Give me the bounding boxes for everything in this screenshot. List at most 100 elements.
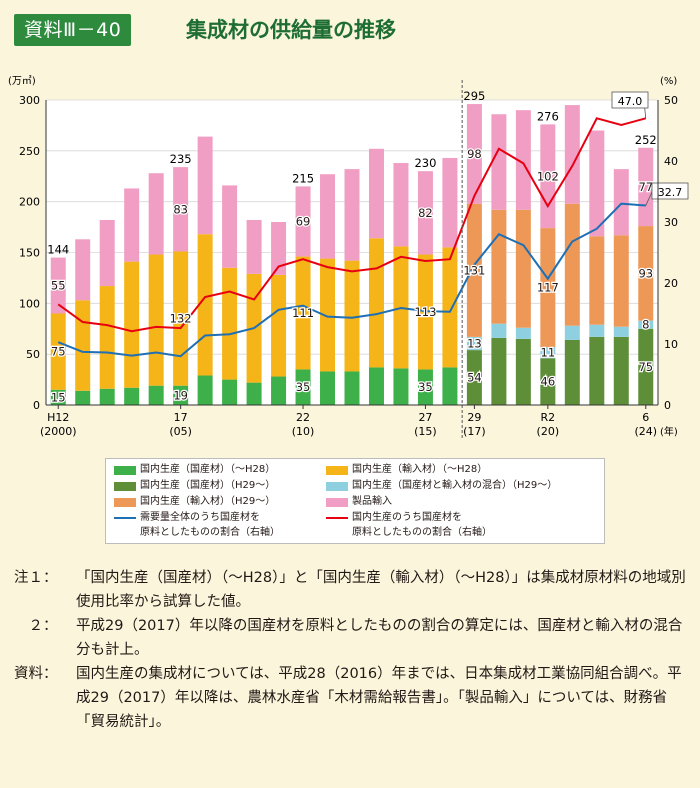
- bar-segment: [564, 325, 580, 340]
- bar-segment: [393, 368, 409, 405]
- bar-segment: [515, 110, 531, 210]
- bar-segment: [491, 323, 507, 338]
- segment-label: 93: [638, 266, 653, 280]
- x-tick-label: 6: [642, 411, 649, 424]
- legend-label-line2: 原料としたものの割合（右軸）: [352, 527, 492, 538]
- segment-label: 46: [541, 375, 556, 389]
- bar-segment: [589, 336, 605, 405]
- x-axis-unit: (年): [660, 425, 678, 438]
- bar-segment: [222, 267, 238, 380]
- y2-tick-label: 10: [664, 338, 678, 351]
- segment-label: 117: [537, 281, 559, 295]
- bar-segment: [540, 347, 556, 359]
- segment-label: 132: [170, 312, 192, 326]
- data-labels: 144 235 215 230 295 276 252 15 75 55 19 132 83 35 111 6…: [47, 89, 689, 406]
- bar-segment: [368, 148, 384, 239]
- bar-segment: [613, 336, 629, 405]
- bar-segment: [173, 385, 189, 405]
- y2-tick-label: 30: [664, 216, 678, 229]
- bar-segment: [442, 367, 458, 405]
- bar-segment: [589, 236, 605, 325]
- note-mark: 注１：: [14, 570, 58, 586]
- legend-color-swatch: [326, 465, 348, 475]
- segment-label: 13: [467, 336, 482, 350]
- x-tick-label: 22: [296, 411, 310, 424]
- total-label: 215: [292, 171, 314, 185]
- total-label: 276: [537, 109, 559, 123]
- segment-label: 75: [638, 360, 653, 374]
- segment-label: 77: [638, 180, 653, 194]
- bar-segment: [295, 369, 311, 405]
- bar-segment: [148, 173, 164, 255]
- note-text: 平成29（2017）年以降の国産材を原料としたものの割合の算定には、国産材と輸入…: [76, 618, 683, 658]
- bar-segment: [124, 261, 140, 388]
- x-tick-label: (24): [634, 425, 657, 438]
- bar-segment: [540, 228, 556, 348]
- legend-item: 国内生産（輸入材）（H29～）: [114, 495, 275, 509]
- y2-tick-label: 0: [664, 399, 671, 412]
- legend-line-swatch: [114, 517, 136, 519]
- legend-label: 国内生産（輸入材）（H29～）: [140, 496, 276, 507]
- bar-segment: [417, 171, 433, 255]
- bar-segment: [613, 326, 629, 337]
- legend-item: 国内生産（国産材と輸入材の混合）（H29～）: [326, 479, 557, 493]
- x-tick-label: R2: [541, 411, 556, 424]
- segment-label: 8: [642, 318, 649, 332]
- y-tick-label: 0: [33, 399, 40, 412]
- bar-segment: [540, 358, 556, 405]
- bar-segment: [638, 147, 654, 227]
- segment-label: 35: [296, 380, 311, 394]
- header: 資料Ⅲ－40 集成材の供給量の推移: [0, 0, 700, 58]
- bar-segment: [124, 188, 140, 262]
- bar-segment: [148, 385, 164, 405]
- total-label: 295: [463, 89, 485, 103]
- bar-stacks: [50, 104, 654, 405]
- end-label-box: [651, 182, 689, 200]
- leader-line: [645, 191, 653, 206]
- bar-segment: [638, 320, 654, 329]
- bar-segment: [589, 130, 605, 237]
- x-tick-label: 17: [174, 411, 188, 424]
- legend-color-swatch: [326, 481, 348, 491]
- bar-segment: [564, 203, 580, 326]
- segment-label: 55: [51, 279, 66, 293]
- segment-label: 102: [537, 169, 559, 183]
- ratio-line: [57, 117, 647, 333]
- legend-item: 国内生産（輸入材）（～H28）: [326, 463, 487, 477]
- legend-color-swatch: [326, 497, 348, 507]
- bar-segment: [148, 254, 164, 386]
- total-label: 235: [170, 152, 192, 166]
- segment-label: 98: [467, 147, 482, 161]
- legend-label: 国内生産（国産材）（～H28）: [140, 464, 276, 475]
- bar-segment: [197, 234, 213, 376]
- figure-number-badge: 資料Ⅲ－40: [14, 14, 132, 46]
- bar-segment: [344, 169, 360, 261]
- bar-segment: [271, 222, 287, 275]
- bar-segment: [320, 258, 336, 372]
- x-tick-label: (20): [537, 425, 560, 438]
- bar-segment: [222, 379, 238, 405]
- y-tick-label: 200: [19, 196, 40, 209]
- legend-label: 製品輸入: [352, 496, 392, 507]
- bar-segment: [491, 209, 507, 324]
- x-tick-label: 29: [467, 411, 481, 424]
- bar-segment: [515, 327, 531, 339]
- y2-tick-label: 40: [664, 155, 678, 168]
- x-tick-label: (10): [292, 425, 315, 438]
- x-tick-label: (17): [463, 425, 486, 438]
- bar-segment: [442, 157, 458, 248]
- y-axis-unit: (万㎥): [8, 74, 36, 87]
- x-tick-label: H12: [47, 411, 69, 424]
- bar-segment: [75, 300, 91, 391]
- bar-segment: [320, 371, 336, 405]
- bar-segment: [393, 163, 409, 247]
- note: 資料： 国内生産の集成材については、平成28（2016）年までは、日本集成材工業協…: [14, 662, 690, 734]
- bar-segment: [442, 247, 458, 368]
- legend-label: 国内生産（輸入材）（～H28）: [352, 464, 488, 475]
- y-tick-label: 50: [26, 348, 40, 361]
- segment-label: 75: [51, 345, 66, 359]
- segment-label: 131: [463, 263, 485, 277]
- y-tick-label: 150: [19, 247, 40, 260]
- note: 注１： 「国内生産（国産材）（～H28）」と「国内生産（輸入材）（～H28）」は集…: [14, 566, 690, 614]
- x-tick-label: (15): [414, 425, 437, 438]
